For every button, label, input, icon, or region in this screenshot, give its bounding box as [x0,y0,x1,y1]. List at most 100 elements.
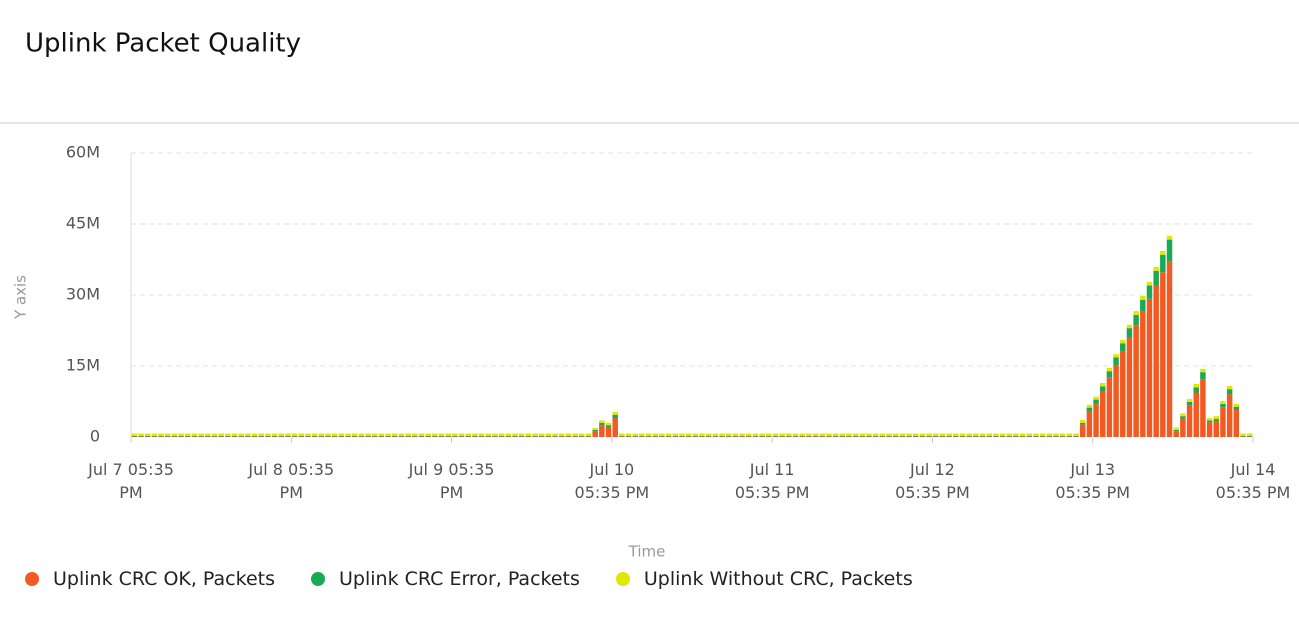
bar-segment [452,433,458,436]
bar-segment [559,433,565,436]
bar-segment [986,433,992,436]
x-tick-label: Jul 14 05:35 PM [1215,460,1291,502]
bar-segment [1086,411,1093,437]
bar-segment [705,435,712,437]
bar-segment [1079,424,1086,437]
bar-segment [806,433,812,436]
bar-segment [1233,403,1240,407]
bar-segment [859,433,866,436]
bar-segment [532,433,538,436]
bar-segment [1099,383,1106,387]
x-tick-label: Jul 8 05:35 PM [248,460,335,502]
bar-segment [786,433,792,436]
bar-segment [572,435,578,437]
bar-segment [1126,324,1133,329]
bar-segment [786,435,792,437]
bar-segment [652,435,659,437]
bar-segment [792,435,799,437]
bar-segment [1053,435,1059,437]
bar-segment [158,435,164,437]
bar-segment [1046,433,1053,436]
bar-segment [912,433,919,436]
bar-segment [392,435,398,437]
bar-segment [198,433,204,436]
bar-segment [1079,422,1086,425]
bar-segment [993,433,999,436]
bar-segment [926,433,932,436]
bar-segment [345,433,351,436]
bar-segment [171,433,178,436]
bar-segment [291,433,298,436]
bar-segment [138,435,144,437]
bar-segment [592,431,598,437]
bar-segment [432,435,438,437]
bar-segment [1166,235,1173,240]
bar-segment [1093,396,1099,400]
bar-segment [892,433,899,436]
bar-segment [311,433,318,436]
bar-segment [792,433,799,436]
bar-segment [398,433,405,436]
bar-segment [158,433,164,436]
bar-segment [271,435,278,437]
bar-segment [959,435,966,437]
bar-segment [438,433,445,436]
bar-segment [1200,372,1206,380]
bar-segment [846,433,852,436]
bar-segment [385,433,391,436]
y-tick-label: 60M [66,143,100,162]
bar-segment [338,433,345,436]
bar-segment [545,433,552,436]
bar-segment [251,435,258,437]
bar-segment [345,435,351,437]
bar-segment [826,435,832,437]
bar-segment [378,433,385,436]
bar-segment [719,435,725,437]
bar-segment [1153,285,1159,437]
y-axis-label: Y axis [12,275,30,320]
bar-segment [445,435,451,437]
bar-segment [766,433,772,436]
bar-segment [639,433,645,436]
bar-segment [799,435,805,437]
bar-segment [946,435,952,437]
bar-segment [852,435,859,437]
bar-segment [298,435,305,437]
bar-segment [659,435,665,437]
bar-segment [1140,295,1146,300]
bar-segment [692,433,699,436]
bar-segment [552,433,558,436]
bar-segment [812,433,819,436]
bar-segment [392,433,398,436]
bar-segment [191,435,198,437]
bar-segment [472,433,478,436]
bar-segment [1133,325,1139,437]
bar-segment [1059,433,1066,436]
bar-segment [258,435,264,437]
y-tick-label: 30M [66,285,100,304]
bar-segment [238,433,244,436]
bar-segment [966,433,972,436]
bar-segment [178,435,184,437]
bar-segment [405,433,411,436]
bar-segment [799,433,805,436]
bar-segment [1160,250,1166,255]
bar-segment [1039,435,1046,437]
bar-segment [144,433,151,436]
bar-segment [1220,401,1226,404]
bar-segment [1220,407,1226,437]
bar-segment [452,435,458,437]
x-axis-label: Time [628,543,666,561]
bar-segment [1226,389,1233,395]
bar-segment [298,433,305,436]
bar-segment [605,425,612,428]
legend-swatch [615,572,630,586]
bar-segment [245,433,251,436]
bar-segment [311,435,318,437]
bar-segment [372,435,378,437]
bar-segment [1166,261,1173,437]
bar-segment [258,433,264,436]
bar-segment [265,433,271,436]
bar-segment [953,433,959,436]
bar-segment [672,435,679,437]
